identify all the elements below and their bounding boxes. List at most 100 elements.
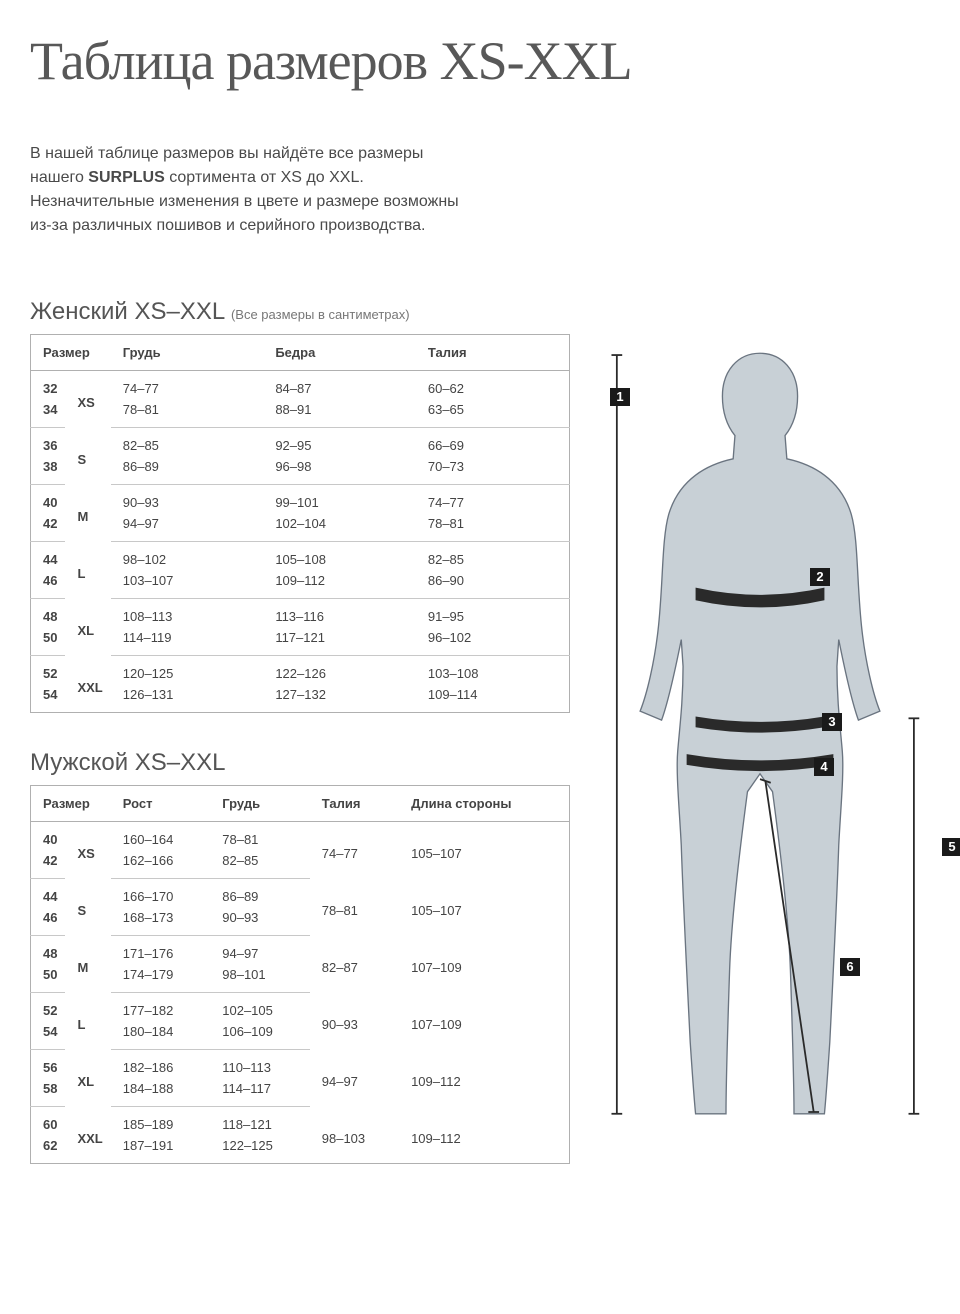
cell: 88–91 xyxy=(263,399,416,428)
size-number: 44 xyxy=(31,879,66,908)
cell: 114–117 xyxy=(210,1078,310,1107)
cell: 102–105 xyxy=(210,993,310,1022)
table-row: 40XS160–16478–8174–77105–107 xyxy=(31,822,570,851)
cell: 107–109 xyxy=(399,993,569,1050)
cell: 82–85 xyxy=(111,428,264,457)
cell: 105–107 xyxy=(399,822,569,879)
cell: 74–77 xyxy=(310,822,399,879)
cell: 127–132 xyxy=(263,684,416,713)
men-heading: Мужской XS–XXL xyxy=(30,749,570,777)
cell: 105–108 xyxy=(263,542,416,571)
cell: 109–112 xyxy=(399,1050,569,1107)
size-label: XS xyxy=(65,371,110,428)
size-number: 54 xyxy=(31,684,66,713)
cell: 78–81 xyxy=(416,513,570,542)
cell: 109–114 xyxy=(416,684,570,713)
table-row: 52L177–182102–10590–93107–109 xyxy=(31,993,570,1022)
cell: 86–89 xyxy=(111,456,264,485)
table-row: 40M90–9399–10174–77 xyxy=(31,485,570,514)
cell: 86–90 xyxy=(416,570,570,599)
men-heading-text: Мужской XS–XXL xyxy=(30,749,226,776)
cell: 103–108 xyxy=(416,656,570,685)
size-number: 36 xyxy=(31,428,66,457)
cell: 82–87 xyxy=(310,936,399,993)
cell: 99–101 xyxy=(263,485,416,514)
size-label: L xyxy=(65,993,110,1050)
size-number: 44 xyxy=(31,542,66,571)
size-number: 58 xyxy=(31,1078,66,1107)
cell: 98–101 xyxy=(210,964,310,993)
cell: 78–81 xyxy=(310,879,399,936)
cell: 92–95 xyxy=(263,428,416,457)
cell: 109–112 xyxy=(399,1107,569,1164)
size-label: XS xyxy=(65,822,110,879)
measure-marker-2: 2 xyxy=(810,568,830,586)
cell: 90–93 xyxy=(111,485,264,514)
cell: 107–109 xyxy=(399,936,569,993)
column-header: Размер xyxy=(31,335,111,371)
cell: 126–131 xyxy=(111,684,264,713)
size-number: 48 xyxy=(31,599,66,628)
size-label: L xyxy=(65,542,110,599)
size-number: 40 xyxy=(31,822,66,851)
cell: 120–125 xyxy=(111,656,264,685)
cell: 78–81 xyxy=(210,822,310,851)
women-subheading: (Все размеры в сантиметрах) xyxy=(231,307,410,322)
cell: 98–102 xyxy=(111,542,264,571)
size-number: 46 xyxy=(31,907,66,936)
column-header: Талия xyxy=(310,786,399,822)
size-label: XXL xyxy=(65,1107,110,1164)
women-size-table: РазмерГрудьБедраТалия 32XS74–7784–8760–6… xyxy=(30,334,570,713)
women-heading: Женский XS–XXL (Все размеры в сантиметра… xyxy=(30,298,570,326)
cell: 78–81 xyxy=(111,399,264,428)
cell: 96–98 xyxy=(263,456,416,485)
column-header: Размер xyxy=(31,786,111,822)
table-row: 54 126–131127–132109–114 xyxy=(31,684,570,713)
cell: 70–73 xyxy=(416,456,570,485)
cell: 108–113 xyxy=(111,599,264,628)
cell: 94–97 xyxy=(111,513,264,542)
size-label: M xyxy=(65,936,110,993)
cell: 105–107 xyxy=(399,879,569,936)
size-label: S xyxy=(65,879,110,936)
cell: 122–125 xyxy=(210,1135,310,1164)
cell: 174–179 xyxy=(111,964,211,993)
table-row: 32XS74–7784–8760–62 xyxy=(31,371,570,400)
size-label: XL xyxy=(65,599,110,656)
cell: 96–102 xyxy=(416,627,570,656)
body-figure: 123456 xyxy=(590,298,930,1178)
cell: 177–182 xyxy=(111,993,211,1022)
table-row: 52XXL120–125122–126103–108 xyxy=(31,656,570,685)
table-row: 42 94–97102–10478–81 xyxy=(31,513,570,542)
cell: 66–69 xyxy=(416,428,570,457)
size-number: 50 xyxy=(31,627,66,656)
cell: 122–126 xyxy=(263,656,416,685)
cell: 113–116 xyxy=(263,599,416,628)
size-label: XL xyxy=(65,1050,110,1107)
size-number: 52 xyxy=(31,993,66,1022)
size-number: 40 xyxy=(31,485,66,514)
size-number: 46 xyxy=(31,570,66,599)
column-header: Длина стороны xyxy=(399,786,569,822)
table-row: 36S82–8592–9566–69 xyxy=(31,428,570,457)
size-number: 42 xyxy=(31,850,66,879)
cell: 102–104 xyxy=(263,513,416,542)
intro-text: В нашей таблице размеров вы найдёте все … xyxy=(30,142,470,238)
table-row: 50114–119117–12196–102 xyxy=(31,627,570,656)
table-row: 44S166–17086–8978–81105–107 xyxy=(31,879,570,908)
column-header: Бедра xyxy=(263,335,416,371)
size-number: 42 xyxy=(31,513,66,542)
cell: 90–93 xyxy=(210,907,310,936)
cell: 94–97 xyxy=(310,1050,399,1107)
column-header: Грудь xyxy=(210,786,310,822)
table-row: 56XL182–186110–11394–97109–112 xyxy=(31,1050,570,1079)
cell: 82–85 xyxy=(210,850,310,879)
measure-marker-3: 3 xyxy=(822,713,842,731)
cell: 187–191 xyxy=(111,1135,211,1164)
cell: 91–95 xyxy=(416,599,570,628)
intro-bold: SURPLUS xyxy=(88,169,164,186)
cell: 84–87 xyxy=(263,371,416,400)
cell: 168–173 xyxy=(111,907,211,936)
cell: 166–170 xyxy=(111,879,211,908)
cell: 185–189 xyxy=(111,1107,211,1136)
